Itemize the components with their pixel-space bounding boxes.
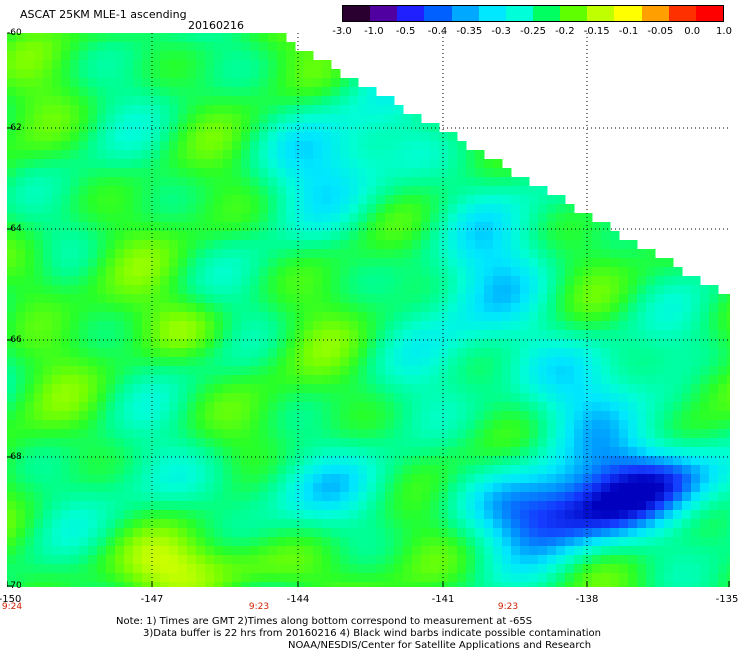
colorbar-swatch xyxy=(370,6,398,21)
colorbar-label: -1.0 xyxy=(364,26,384,37)
colorbar-swatch xyxy=(424,6,452,21)
footnote-line-3: NOAA/NESDIS/Center for Satellite Applica… xyxy=(288,640,592,651)
colorbar-label: -0.3 xyxy=(491,26,511,37)
map-title: ASCAT 25KM MLE-1 ascending xyxy=(20,8,187,21)
time-label-3: 9:23 xyxy=(497,602,519,612)
colorbar-label: 0.0 xyxy=(684,26,701,37)
lat-label-62: -62 xyxy=(7,123,22,133)
lon-label-144: -144 xyxy=(286,594,310,605)
colorbar-swatch xyxy=(343,6,371,21)
colorbar-label: -0.5 xyxy=(395,26,416,37)
footnote-line-2: 3)Data buffer is 22 hrs from 20160216 4)… xyxy=(143,628,601,639)
colorbar-swatch xyxy=(505,6,533,21)
lat-label-70: -70 xyxy=(7,581,22,591)
lon-label-147: -147 xyxy=(140,594,164,605)
colorbar-swatch xyxy=(451,6,479,21)
footnote-line-1: Note: 1) Times are GMT 2)Times along bot… xyxy=(116,616,533,627)
lon-label-135: -135 xyxy=(715,594,739,605)
colorbar-swatch xyxy=(614,6,642,21)
lat-label-60: -60 xyxy=(7,28,22,38)
colorbar-label: 1.0 xyxy=(716,26,732,37)
colorbar xyxy=(342,5,724,22)
time-label-1: 9:24 xyxy=(1,602,23,612)
lat-label-66: -66 xyxy=(7,335,22,345)
colorbar-swatch xyxy=(560,6,588,21)
colorbar-label: -0.25 xyxy=(520,26,546,37)
colorbar-label: -0.2 xyxy=(555,26,575,37)
colorbar-swatch xyxy=(587,6,615,21)
colorbar-swatch xyxy=(668,6,696,21)
lon-label-150: -150 xyxy=(0,594,22,605)
colorbar-label: -0.1 xyxy=(618,26,639,37)
lat-label-68: -68 xyxy=(7,452,22,462)
colorbar-swatch xyxy=(478,6,506,21)
lon-label-138: -138 xyxy=(575,594,599,605)
colorbar-label: -0.35 xyxy=(456,26,483,37)
colorbar-label: -3.0 xyxy=(332,26,352,37)
colorbar-swatch xyxy=(532,6,561,21)
colorbar-swatch xyxy=(397,6,425,21)
map-date: 20160216 xyxy=(188,19,244,32)
colorbar-label: -0.15 xyxy=(583,26,610,37)
lat-label-64: -64 xyxy=(7,224,22,234)
time-label-2: 9:23 xyxy=(248,602,270,612)
lon-label-141: -141 xyxy=(431,594,455,605)
mle-map xyxy=(7,33,730,587)
colorbar-label: -0.05 xyxy=(647,26,674,37)
colorbar-label: -0.4 xyxy=(427,26,448,37)
colorbar-swatch xyxy=(695,6,723,21)
colorbar-swatch xyxy=(641,6,669,21)
